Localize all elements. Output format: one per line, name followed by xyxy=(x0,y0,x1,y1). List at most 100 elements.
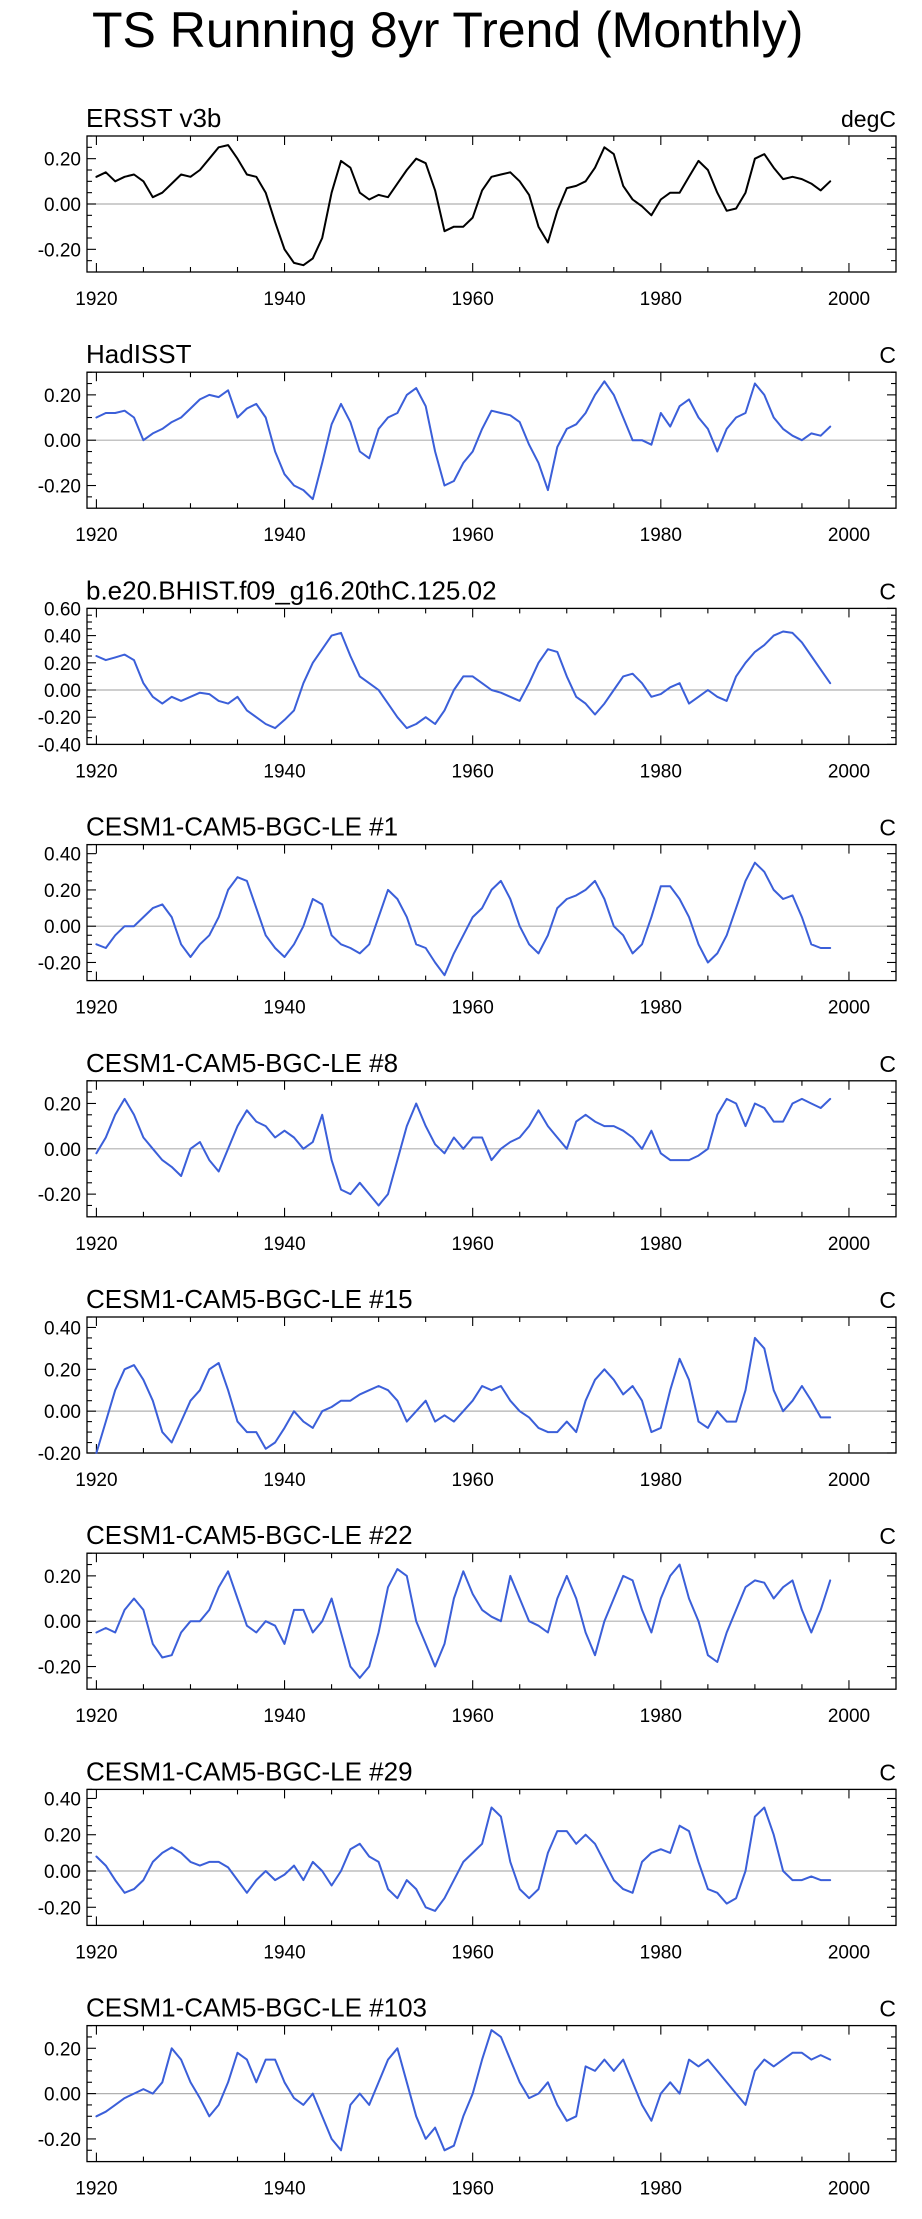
series-line xyxy=(95,1806,832,1912)
y-tick-label: -0.20 xyxy=(38,477,81,498)
x-tick-label: 1920 xyxy=(75,1234,117,1255)
chart-panel-1: ERSST v3b degC 0.20 0.00 -0.20 1920 1940 1960 19… xyxy=(38,103,897,310)
x-tick-label: 1960 xyxy=(452,525,494,546)
chart-panel-4: CESM1-CAM5-BGC-LE #1 C 0.40 0.20 0.00 -0.20 19… xyxy=(38,812,897,1019)
x-tick-label: 1960 xyxy=(452,1942,494,1963)
panel-title: b.e20.BHIST.f09_g16.20thC.125.02 xyxy=(86,575,497,605)
y-tick-label: 0.20 xyxy=(44,1360,81,1381)
y-tick-label: 0.20 xyxy=(44,2039,81,2060)
panel-title: HadISST xyxy=(86,339,192,369)
chart-panel-9: CESM1-CAM5-BGC-LE #103 C 0.20 0.00 -0.20 1920… xyxy=(38,1993,897,2200)
series-line xyxy=(95,144,832,267)
x-tick-label: 1960 xyxy=(452,289,494,310)
y-tick-label: 0.00 xyxy=(44,1402,81,1423)
x-tick-label: 1960 xyxy=(452,761,494,782)
y-tick-label: 0.00 xyxy=(44,1862,81,1883)
y-tick-label: 0.20 xyxy=(44,1567,81,1588)
y-tick-label: 0.20 xyxy=(44,386,81,407)
plot-frame xyxy=(86,607,897,746)
y-tick-label: -0.20 xyxy=(38,708,81,729)
x-tick-label: 1920 xyxy=(75,1942,117,1963)
panel-units: C xyxy=(879,578,896,604)
x-tick-label: 1920 xyxy=(75,1470,117,1491)
y-tick-label: -0.40 xyxy=(38,735,81,756)
panel-units: degC xyxy=(841,106,896,132)
y-tick-label: -0.20 xyxy=(38,2130,81,2151)
x-tick-label: 1980 xyxy=(640,761,682,782)
x-tick-label: 2000 xyxy=(828,761,870,782)
chart-panel-6: CESM1-CAM5-BGC-LE #15 C 0.40 0.20 0.00 -0.20 1… xyxy=(38,1284,897,1491)
y-tick-label: -0.20 xyxy=(38,1444,81,1465)
x-tick-label: 2000 xyxy=(828,1706,870,1727)
panel-units: C xyxy=(879,1287,896,1313)
y-tick-label: 0.20 xyxy=(44,1094,81,1115)
x-tick-label: 1980 xyxy=(640,289,682,310)
panel-title: ERSST v3b xyxy=(86,103,221,133)
y-tick-label: 0.00 xyxy=(44,195,81,216)
x-tick-label: 1920 xyxy=(75,525,117,546)
y-tick-label: -0.20 xyxy=(38,1658,81,1679)
x-tick-label: 1980 xyxy=(640,1706,682,1727)
x-tick-label: 1980 xyxy=(640,2179,682,2200)
chart-panel-3: b.e20.BHIST.f09_g16.20thC.125.02 C 0.60 0.4… xyxy=(38,575,897,782)
x-tick-label: 1940 xyxy=(263,1234,305,1255)
x-tick-label: 1980 xyxy=(640,1470,682,1491)
y-tick-label: 0.20 xyxy=(44,1826,81,1847)
x-tick-label: 1920 xyxy=(75,1706,117,1727)
x-tick-label: 2000 xyxy=(828,1470,870,1491)
plot-frame xyxy=(86,1788,897,1927)
series-line xyxy=(95,630,832,730)
chart-panel-8: CESM1-CAM5-BGC-LE #29 C 0.40 0.20 0.00 -0.20 1… xyxy=(38,1756,897,1963)
x-tick-label: 1940 xyxy=(263,289,305,310)
x-tick-label: 1920 xyxy=(75,2179,117,2200)
panel-units: C xyxy=(879,1051,896,1077)
series-line xyxy=(95,2029,832,2152)
x-tick-label: 1980 xyxy=(640,1234,682,1255)
series-line xyxy=(95,861,832,977)
chart-panel-7: CESM1-CAM5-BGC-LE #22 C 0.20 0.00 -0.20 1920 1… xyxy=(38,1520,897,1727)
x-tick-label: 1920 xyxy=(75,998,117,1019)
x-tick-label: 2000 xyxy=(828,525,870,546)
panel-title: CESM1-CAM5-BGC-LE #15 xyxy=(86,1284,413,1314)
x-tick-label: 2000 xyxy=(828,1942,870,1963)
y-tick-label: 0.00 xyxy=(44,1140,81,1161)
y-tick-label: 0.00 xyxy=(44,917,81,938)
series-line xyxy=(95,380,832,501)
y-tick-label: -0.20 xyxy=(38,240,81,261)
x-tick-label: 1940 xyxy=(263,525,305,546)
panel-units: C xyxy=(879,815,896,841)
x-tick-label: 1940 xyxy=(263,1942,305,1963)
x-tick-label: 1920 xyxy=(75,761,117,782)
x-tick-label: 1960 xyxy=(452,1234,494,1255)
panel-title: CESM1-CAM5-BGC-LE #22 xyxy=(86,1520,413,1550)
plot-frame xyxy=(86,843,897,982)
y-tick-label: 0.20 xyxy=(44,881,81,902)
x-tick-label: 2000 xyxy=(828,998,870,1019)
chart-panel-5: CESM1-CAM5-BGC-LE #8 C 0.20 0.00 -0.20 1920 19… xyxy=(38,1048,897,1255)
y-tick-label: 0.40 xyxy=(44,1318,81,1339)
x-tick-label: 1960 xyxy=(452,1706,494,1727)
plot-frame xyxy=(86,1316,897,1454)
panel-title: CESM1-CAM5-BGC-LE #29 xyxy=(86,1756,413,1786)
x-tick-label: 1960 xyxy=(452,998,494,1019)
y-tick-label: -0.20 xyxy=(38,953,81,974)
x-tick-label: 2000 xyxy=(828,1234,870,1255)
panel-title: CESM1-CAM5-BGC-LE #8 xyxy=(86,1048,398,1078)
x-tick-label: 1960 xyxy=(452,2179,494,2200)
panel-title: CESM1-CAM5-BGC-LE #103 xyxy=(86,1993,427,2023)
x-tick-label: 1940 xyxy=(263,761,305,782)
panel-units: C xyxy=(879,1759,896,1785)
y-tick-label: 0.40 xyxy=(44,845,81,866)
x-tick-label: 1940 xyxy=(263,2179,305,2200)
y-tick-label: 0.60 xyxy=(44,599,81,620)
series-line xyxy=(95,1336,832,1454)
main-title: TS Running 8yr Trend (Monthly) xyxy=(92,2,804,58)
y-tick-label: 0.00 xyxy=(44,681,81,702)
x-tick-label: 2000 xyxy=(828,2179,870,2200)
y-tick-label: 0.00 xyxy=(44,1612,81,1633)
series-line xyxy=(95,1097,832,1207)
series-line xyxy=(95,1563,832,1679)
panel-units: C xyxy=(879,1996,896,2022)
x-tick-label: 1960 xyxy=(452,1470,494,1491)
